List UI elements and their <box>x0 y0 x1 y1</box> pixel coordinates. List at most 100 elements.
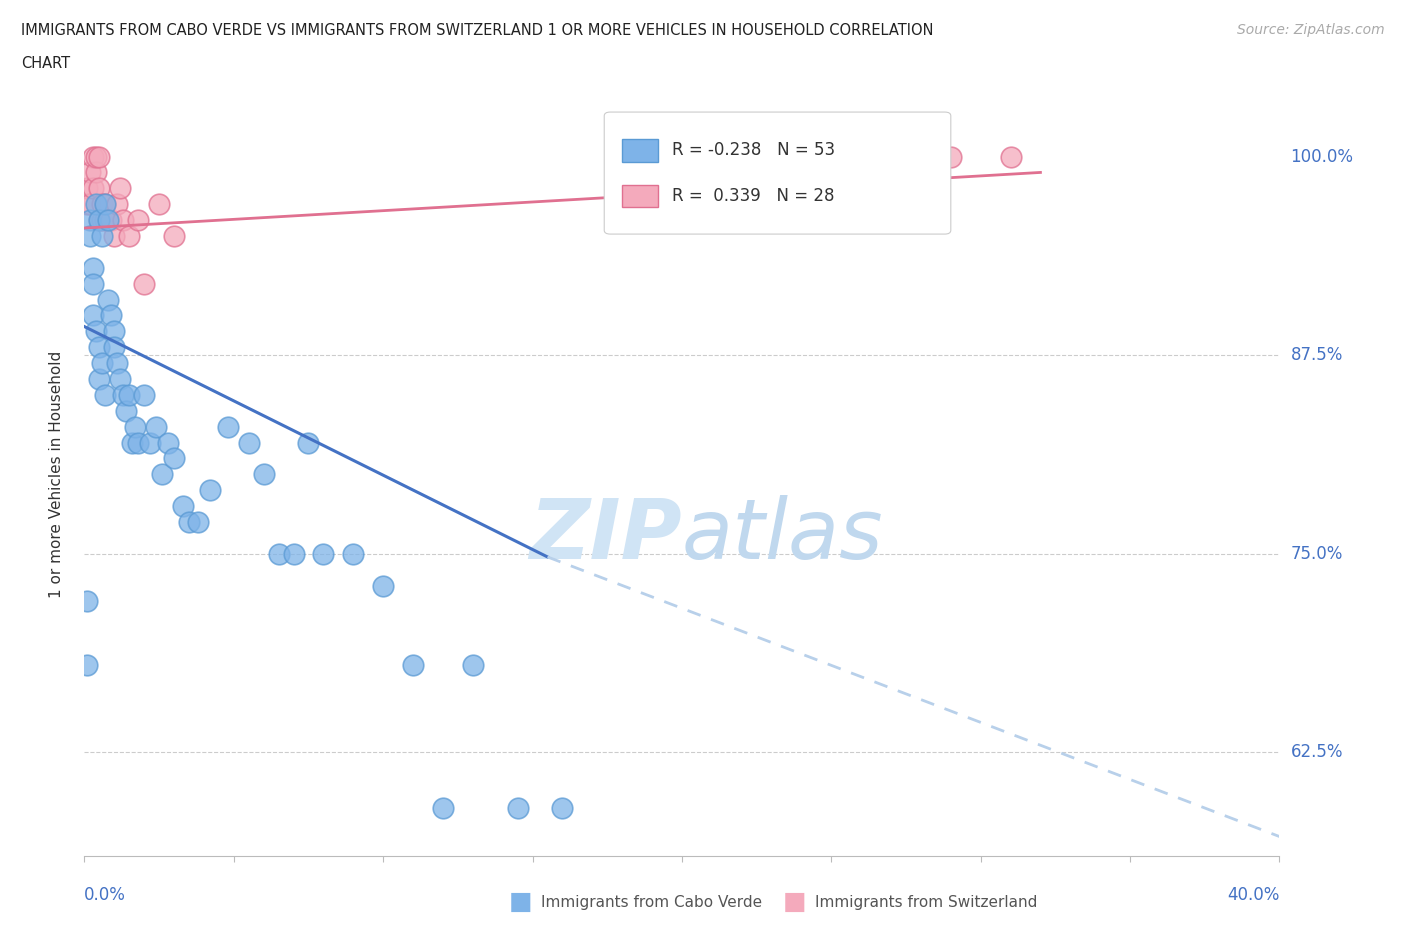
Point <box>127 435 149 450</box>
FancyBboxPatch shape <box>623 139 658 162</box>
Text: ■: ■ <box>783 890 806 914</box>
Point <box>82 276 104 291</box>
Point <box>217 419 239 434</box>
Point <box>79 165 101 179</box>
Text: 100.0%: 100.0% <box>1291 148 1354 166</box>
Text: R =  0.339   N = 28: R = 0.339 N = 28 <box>672 187 835 205</box>
Point <box>89 339 111 354</box>
Point <box>94 388 117 403</box>
Point <box>100 308 122 323</box>
Text: Immigrants from Switzerland: Immigrants from Switzerland <box>815 895 1038 910</box>
Point <box>253 467 276 482</box>
Point <box>1000 149 1022 164</box>
Point <box>115 404 138 418</box>
Point <box>91 355 114 370</box>
Y-axis label: 1 or more Vehicles in Household: 1 or more Vehicles in Household <box>49 351 63 598</box>
Point <box>198 483 221 498</box>
Point <box>79 197 101 212</box>
Text: Immigrants from Cabo Verde: Immigrants from Cabo Verde <box>541 895 762 910</box>
Point <box>103 339 125 354</box>
Point <box>551 801 574 816</box>
Point <box>86 149 108 164</box>
Point <box>94 197 117 212</box>
Point <box>97 292 120 307</box>
Text: Source: ZipAtlas.com: Source: ZipAtlas.com <box>1237 23 1385 37</box>
Text: 0.0%: 0.0% <box>84 886 127 904</box>
Point <box>89 213 111 228</box>
Point <box>148 197 170 212</box>
Point <box>97 213 120 228</box>
Point <box>91 213 114 228</box>
Text: ZIP: ZIP <box>529 495 682 576</box>
Point <box>82 149 104 164</box>
Point <box>373 578 395 593</box>
Point <box>118 229 141 244</box>
Point <box>132 388 156 403</box>
Text: IMMIGRANTS FROM CABO VERDE VS IMMIGRANTS FROM SWITZERLAND 1 OR MORE VEHICLES IN : IMMIGRANTS FROM CABO VERDE VS IMMIGRANTS… <box>21 23 934 38</box>
Point <box>103 229 125 244</box>
Text: 62.5%: 62.5% <box>1291 743 1343 762</box>
Point <box>79 229 101 244</box>
Point <box>105 355 128 370</box>
Text: 87.5%: 87.5% <box>1291 346 1343 365</box>
Text: CHART: CHART <box>21 56 70 71</box>
Point <box>132 276 156 291</box>
Point <box>187 514 209 529</box>
Point <box>110 181 132 196</box>
Point <box>82 181 104 196</box>
Point <box>283 546 305 561</box>
Point <box>94 197 117 212</box>
Point <box>163 451 186 466</box>
Point <box>432 801 454 816</box>
Point <box>118 388 141 403</box>
Point <box>238 435 260 450</box>
Point <box>76 197 98 212</box>
Point <box>89 149 111 164</box>
Point <box>103 324 125 339</box>
Point <box>97 213 120 228</box>
Point <box>105 197 128 212</box>
Text: atlas: atlas <box>682 495 883 576</box>
FancyBboxPatch shape <box>605 113 950 234</box>
Point <box>86 197 108 212</box>
Point <box>139 435 162 450</box>
Point <box>172 498 194 513</box>
Point <box>89 372 111 387</box>
Point <box>121 435 143 450</box>
Text: ■: ■ <box>509 890 531 914</box>
Point <box>76 594 98 609</box>
Point <box>89 213 111 228</box>
Text: 75.0%: 75.0% <box>1291 545 1343 563</box>
Point <box>312 546 335 561</box>
Point <box>163 229 186 244</box>
Point <box>127 213 149 228</box>
Point <box>112 213 135 228</box>
Point <box>342 546 364 561</box>
Point <box>100 213 122 228</box>
Point <box>150 467 173 482</box>
Point <box>939 149 962 164</box>
Point <box>177 514 200 529</box>
Point <box>79 213 101 228</box>
Text: 40.0%: 40.0% <box>1227 886 1279 904</box>
Text: R = -0.238   N = 53: R = -0.238 N = 53 <box>672 141 835 159</box>
Point <box>89 181 111 196</box>
Point <box>124 419 146 434</box>
Point <box>402 658 425 672</box>
Point <box>112 388 135 403</box>
FancyBboxPatch shape <box>623 184 658 207</box>
Point <box>157 435 180 450</box>
Point <box>91 229 114 244</box>
Point <box>145 419 167 434</box>
Point <box>297 435 319 450</box>
Point <box>91 197 114 212</box>
Point <box>76 658 98 672</box>
Point <box>94 213 117 228</box>
Point <box>110 372 132 387</box>
Point <box>506 801 529 816</box>
Point <box>86 324 108 339</box>
Point <box>82 308 104 323</box>
Point <box>86 165 108 179</box>
Point <box>267 546 290 561</box>
Point <box>82 260 104 275</box>
